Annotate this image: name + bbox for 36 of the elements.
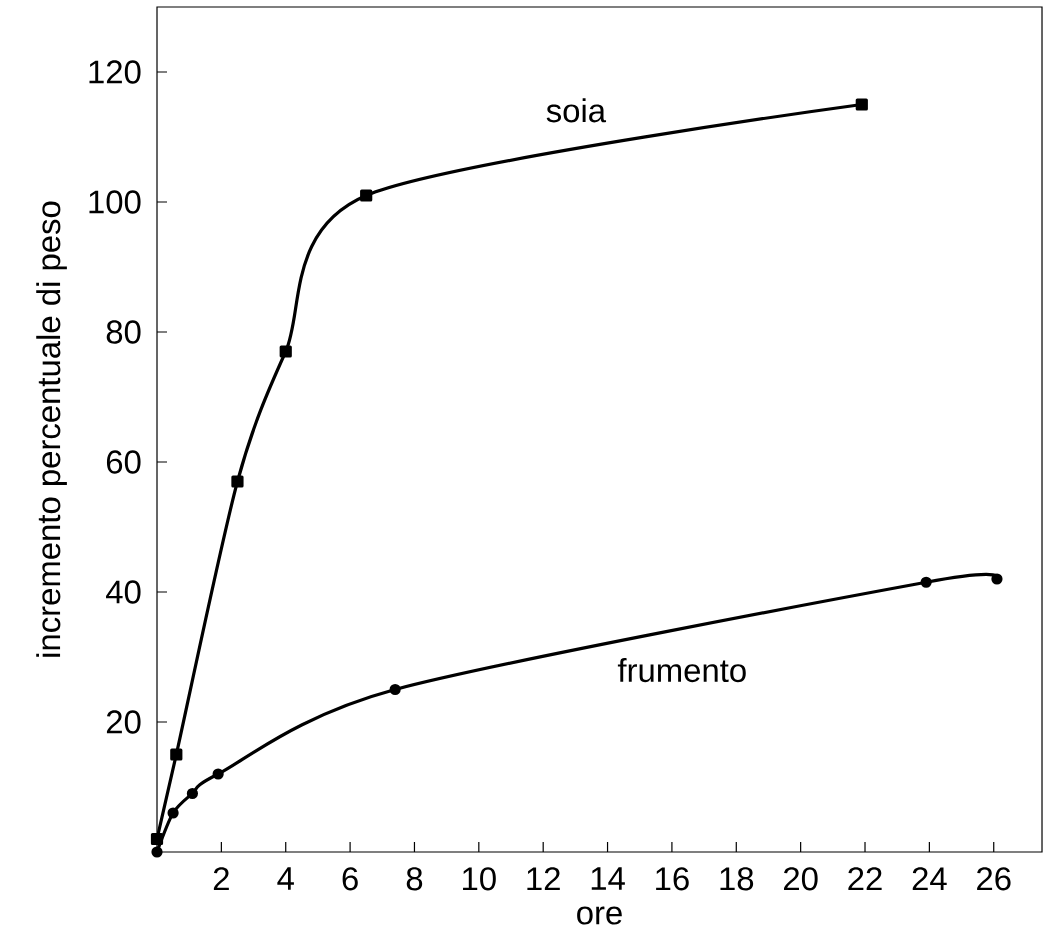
point (167, 807, 179, 819)
point (279, 345, 292, 358)
point (150, 832, 164, 846)
x-tick-label: 22 (848, 867, 882, 891)
x-tick-label: 20 (784, 867, 818, 891)
y-tick-label: 40 (106, 580, 141, 604)
point (389, 683, 401, 696)
series-label: frumento (617, 658, 746, 683)
x-tick-label: 2 (213, 867, 229, 891)
x-tick-label: 10 (463, 867, 496, 891)
y-tick-label: 20 (106, 710, 141, 734)
x-tick-label: 24 (912, 867, 947, 891)
x-tick-label: 12 (527, 867, 560, 891)
point (212, 768, 224, 780)
x-axis-title: ore (577, 906, 622, 925)
point (920, 576, 932, 588)
point (186, 787, 199, 800)
point (231, 475, 244, 488)
series-label: soia (546, 98, 607, 123)
x-tick-label: 6 (342, 867, 358, 891)
point (151, 846, 163, 858)
y-tick-label: 120 (89, 60, 141, 84)
y-axis-title: incremento percentuale di peso (36, 201, 67, 657)
point (991, 573, 1003, 585)
x-tick-label: 16 (656, 867, 689, 891)
point (855, 98, 868, 111)
x-tick-label: 8 (406, 867, 423, 891)
x-tick-label: 14 (591, 867, 625, 890)
y-tick-label: 100 (89, 190, 141, 214)
x-tick-label: 4 (277, 867, 294, 890)
point (360, 189, 373, 202)
point (170, 748, 183, 761)
x-tick-label: 26 (977, 867, 1011, 891)
y-tick-label: 60 (106, 450, 141, 474)
x-tick-label: 18 (720, 867, 754, 891)
y-tick-label: 80 (106, 320, 141, 344)
